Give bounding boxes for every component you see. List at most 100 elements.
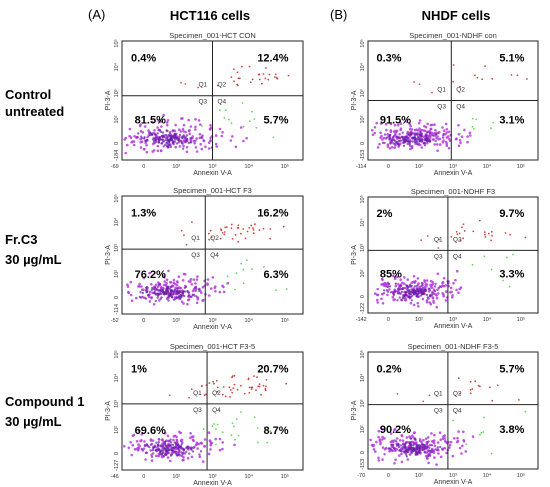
data-point	[162, 140, 165, 143]
data-point	[389, 137, 392, 141]
data-point	[427, 454, 430, 457]
quadrant-percentage: 2%	[377, 208, 393, 220]
data-point	[450, 236, 453, 238]
quadrant-percentage: 81.5%	[135, 115, 166, 127]
data-point	[436, 272, 440, 276]
data-point	[401, 286, 405, 290]
data-point	[445, 451, 448, 455]
data-point	[425, 279, 429, 282]
x-tick-label: 10³	[449, 164, 457, 170]
quadrant-name: Q2	[218, 82, 227, 89]
data-point	[400, 434, 404, 438]
quadrant-name: Q3	[437, 104, 446, 111]
data-point	[422, 438, 425, 442]
scatter-plot-4: Q1 Q2 Q3 Q4 2% 9.7% 85% 3.3% Specimen_001-NDHF F…	[351, 187, 539, 330]
data-point	[184, 130, 187, 134]
quadrant-name: Q2	[453, 391, 462, 398]
data-point	[490, 230, 493, 233]
quadrant-percentage: 3.3%	[499, 269, 524, 281]
data-point	[175, 296, 178, 300]
data-point	[393, 123, 397, 127]
data-point	[159, 297, 162, 300]
data-point	[203, 438, 207, 441]
data-point	[443, 434, 447, 437]
data-point	[429, 295, 432, 298]
y-axis-label: PI-3-A	[351, 400, 358, 420]
data-point	[275, 76, 278, 79]
y-tick-label: 0	[360, 142, 366, 145]
data-point	[233, 443, 236, 447]
data-point	[396, 299, 399, 302]
data-point	[403, 451, 406, 454]
data-point	[414, 134, 417, 137]
data-point	[176, 446, 179, 450]
data-point	[166, 449, 169, 453]
data-point	[237, 434, 240, 437]
data-point	[392, 443, 395, 446]
data-point	[156, 126, 159, 129]
data-point	[405, 436, 409, 439]
data-point	[389, 122, 393, 126]
row-label-frc3-line1: Fr.C3	[5, 232, 38, 247]
data-point	[426, 131, 429, 134]
data-point	[167, 285, 170, 288]
data-point	[416, 137, 419, 141]
data-point	[229, 139, 233, 142]
data-point	[408, 122, 412, 126]
data-point	[425, 134, 429, 137]
data-point	[233, 383, 236, 386]
data-point	[198, 453, 201, 456]
data-point	[157, 140, 160, 144]
data-point	[154, 283, 158, 287]
data-point	[406, 140, 409, 143]
data-point	[140, 137, 144, 140]
data-point	[197, 86, 200, 89]
data-point	[504, 232, 507, 234]
quadrant-percentage: 5.7%	[499, 363, 524, 375]
x-tick-label: 10⁵	[517, 472, 525, 479]
data-point	[393, 427, 397, 431]
data-point	[180, 117, 183, 120]
data-point	[183, 294, 186, 298]
data-point	[462, 223, 465, 226]
data-point	[453, 437, 456, 440]
data-point	[221, 447, 224, 451]
data-point	[204, 145, 207, 148]
data-point	[138, 444, 141, 448]
data-point	[221, 393, 224, 396]
data-point	[376, 293, 379, 297]
data-point	[449, 286, 453, 290]
data-point	[404, 453, 408, 456]
data-point	[418, 451, 421, 454]
data-point	[239, 232, 242, 235]
data-point	[165, 121, 169, 124]
data-point	[189, 432, 192, 435]
data-point	[378, 142, 381, 146]
data-point	[166, 136, 169, 139]
x-tick-label: 10²	[415, 164, 423, 170]
data-point	[262, 384, 265, 387]
data-point	[418, 135, 421, 138]
data-point	[196, 447, 199, 450]
data-point	[253, 416, 256, 419]
data-point	[124, 151, 127, 155]
data-point	[138, 429, 141, 433]
data-point	[199, 142, 202, 146]
data-point	[212, 381, 215, 383]
data-point	[132, 140, 136, 143]
data-point	[441, 126, 444, 129]
data-point	[268, 73, 271, 76]
data-point	[142, 276, 146, 280]
data-point	[175, 136, 178, 139]
data-point	[178, 133, 182, 137]
data-point	[398, 139, 402, 142]
data-point	[253, 118, 256, 120]
data-point	[126, 143, 129, 147]
data-point	[189, 446, 192, 449]
data-point	[195, 278, 199, 281]
data-point	[379, 136, 382, 139]
data-point	[462, 430, 465, 434]
data-point	[129, 441, 132, 444]
data-point	[170, 285, 173, 288]
